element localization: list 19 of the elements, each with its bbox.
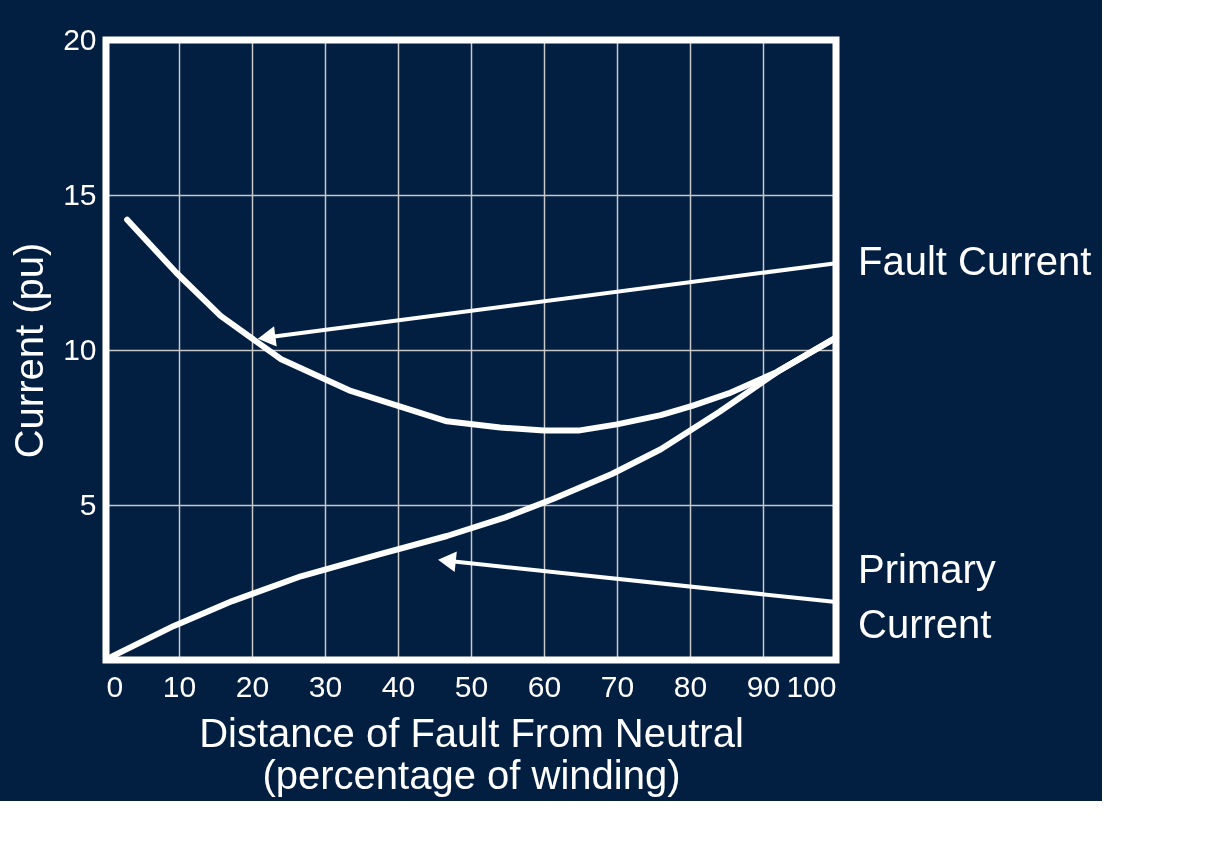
x-tick-label: 20	[235, 669, 270, 703]
x-tick-label: 0	[106, 669, 124, 703]
x-tick-label: 30	[308, 669, 343, 703]
y-tick-label: 15	[63, 177, 97, 211]
x-tick-label: 100	[786, 669, 837, 703]
x-tick-label: 80	[673, 669, 708, 703]
x-tick-label: 90	[746, 669, 781, 703]
annotation: Primary Current	[858, 546, 996, 646]
x-tick-label: 40	[381, 669, 416, 703]
y-tick-label: 5	[79, 487, 97, 521]
x-tick-label: 60	[527, 669, 562, 703]
y-tick-label: 10	[63, 332, 97, 366]
annotation: Fault Current	[858, 239, 1092, 284]
x-tick-label: 10	[162, 669, 197, 703]
y-tick-label: 20	[63, 22, 97, 56]
y-axis-title: Current (pu)	[7, 242, 52, 459]
x-tick-label: 50	[454, 669, 489, 703]
x-tick-label: 70	[600, 669, 635, 703]
x-axis-title: Distance of Fault From Neutral (percentage of winding)	[199, 710, 744, 797]
